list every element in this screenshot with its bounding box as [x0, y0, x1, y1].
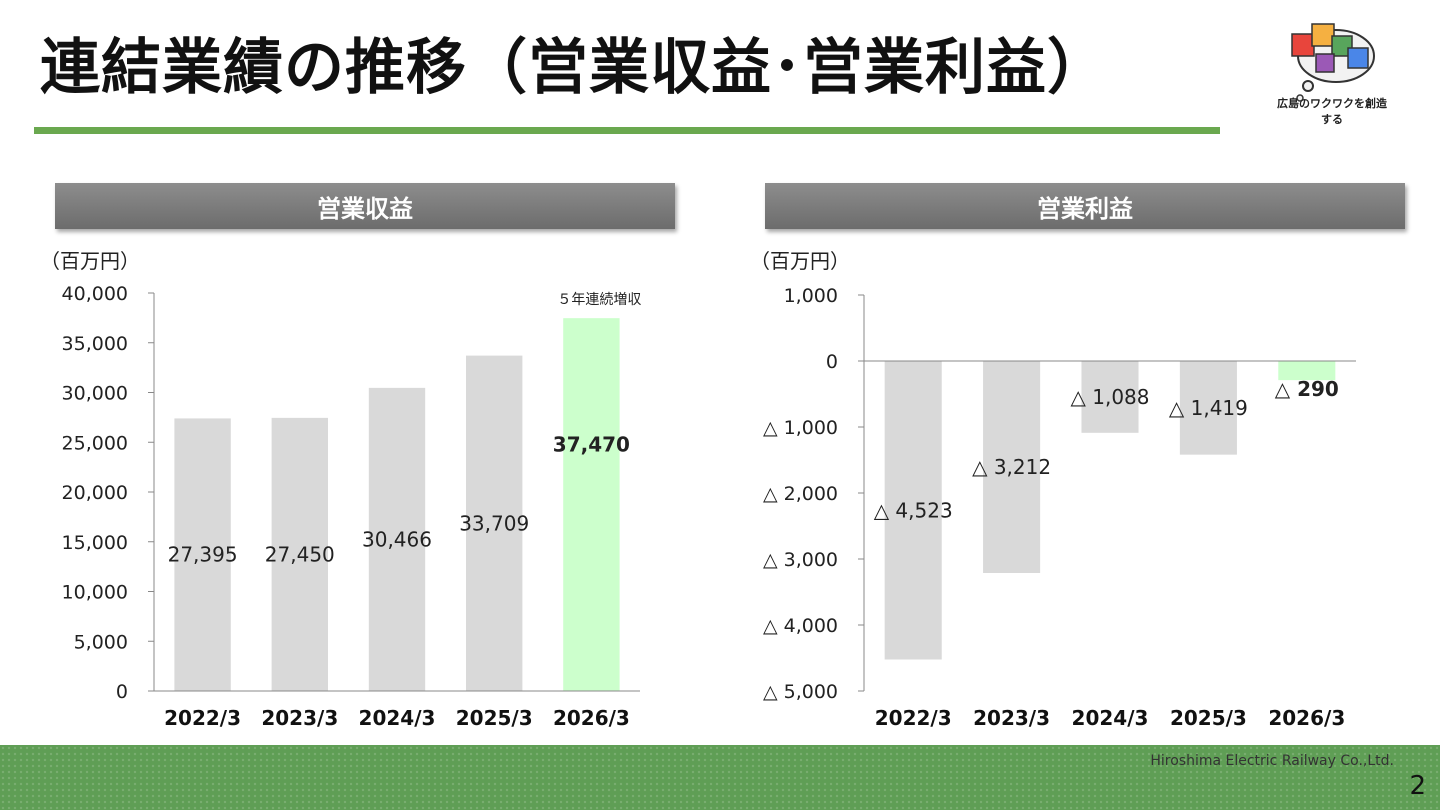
bar	[1278, 361, 1336, 381]
revenue-unit-label: （百万円）	[40, 249, 140, 273]
y-tick-label: 20,000	[62, 482, 128, 504]
y-tick-label: 10,000	[62, 582, 128, 604]
chart-annotation: ５年連続増収	[557, 291, 641, 308]
y-tick-label: △ 2,000	[763, 483, 838, 505]
y-tick-label: △ 3,000	[763, 549, 838, 571]
x-tick-label: 2023/3	[973, 706, 1050, 730]
bar	[368, 387, 426, 691]
bar	[563, 318, 620, 691]
y-tick-label: △ 5,000	[763, 681, 838, 703]
page-title: 連結業績の推移（営業収益･営業利益）	[40, 33, 1108, 103]
x-tick-label: 2022/3	[164, 706, 241, 730]
bar	[174, 418, 231, 691]
x-tick-label: 2023/3	[261, 706, 338, 730]
x-tick-label: 2025/3	[456, 706, 533, 730]
x-tick-label: 2024/3	[1072, 706, 1149, 730]
bar	[271, 417, 328, 691]
bar	[1081, 361, 1139, 433]
data-label: 33,709	[459, 511, 529, 535]
revenue-panel-header: 営業収益	[55, 183, 675, 229]
y-tick-label: 30,000	[62, 383, 128, 405]
page-number: 2	[1409, 771, 1426, 801]
footer-company-name: Hiroshima Electric Railway Co.,Ltd.	[1150, 753, 1394, 769]
y-tick-label: 0	[116, 681, 128, 703]
title-underline	[34, 127, 1220, 134]
data-label: △ 4,523	[874, 498, 953, 522]
x-tick-label: 2022/3	[875, 706, 952, 730]
x-tick-label: 2026/3	[1268, 706, 1345, 730]
y-tick-label: 40,000	[62, 283, 128, 305]
logo-caption: 広島のワクワクを創造する	[1277, 97, 1387, 126]
data-label: △ 1,419	[1169, 396, 1248, 420]
data-label: 37,470	[553, 433, 630, 457]
y-tick-label: 5,000	[74, 631, 128, 653]
operating-profit-chart: 1,000 0 △ 1,000 △ 2,000 △ 3,000 △ 4,000 △ 5,00…	[763, 285, 1356, 730]
bar	[983, 361, 1041, 573]
data-label: 30,466	[362, 527, 432, 551]
y-tick-label: 35,000	[62, 333, 128, 355]
y-tick-label: 0	[826, 351, 838, 373]
data-label: △ 290	[1275, 377, 1339, 401]
y-tick-label: 25,000	[62, 432, 128, 454]
profit-unit-label: （百万円）	[750, 249, 850, 273]
data-label: △ 3,212	[972, 455, 1051, 479]
data-label: 27,395	[168, 543, 238, 567]
logo-icon	[1291, 23, 1375, 102]
bar	[466, 355, 523, 691]
bar	[884, 361, 942, 660]
y-tick-label: △ 4,000	[763, 615, 838, 637]
footer-band: Hiroshima Electric Railway Co.,Ltd. 2	[0, 745, 1440, 810]
x-tick-label: 2024/3	[359, 706, 436, 730]
y-tick-label: 15,000	[62, 532, 128, 554]
data-label: △ 1,088	[1071, 385, 1150, 409]
profit-panel-header: 営業利益	[765, 183, 1405, 229]
data-label: 27,450	[265, 542, 335, 566]
y-tick-label: 1,000	[784, 285, 838, 307]
y-tick-label: △ 1,000	[763, 417, 838, 439]
revenue-chart: 0 5,000 10,000 15,000 20,000 25,000 30,000 35,0…	[62, 283, 642, 730]
x-tick-label: 2026/3	[553, 706, 630, 730]
bar	[1179, 361, 1237, 455]
x-tick-label: 2025/3	[1170, 706, 1247, 730]
